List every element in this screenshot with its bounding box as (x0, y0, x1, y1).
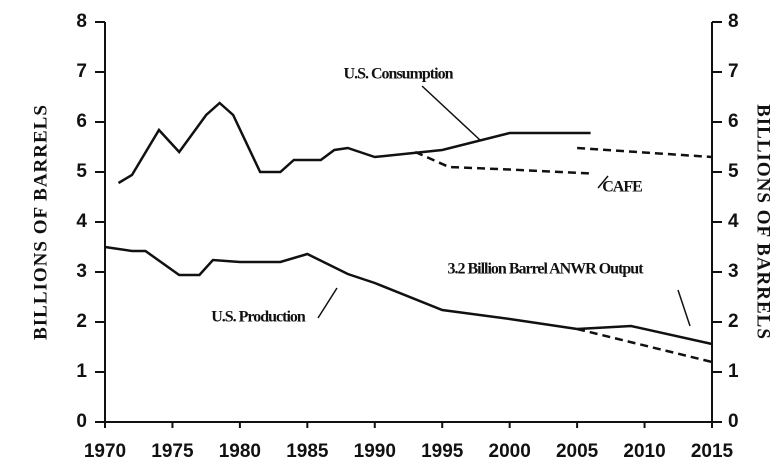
annotation: CAFE (602, 179, 642, 196)
series-line (576, 327, 713, 364)
annotation: 3.2 Billion Barrel ANWR Output (447, 261, 644, 278)
leader-lines (317, 85, 691, 327)
y-tick-label: 7 (76, 61, 87, 82)
x-tick-label: 2015 (691, 441, 734, 462)
series-line (104, 245, 578, 331)
x-tick-label: 1970 (84, 441, 126, 462)
x-tick-label: 1985 (286, 441, 329, 462)
series-line (117, 101, 591, 185)
y-tick-label: 6 (76, 111, 87, 132)
y2-tick-label: 5 (728, 161, 739, 182)
y-tick-label: 2 (76, 311, 87, 332)
y-tick-label: 1 (76, 361, 87, 382)
y2-tick-label: 0 (728, 411, 739, 432)
y-tick-label: 3 (76, 261, 87, 282)
y2-tick-label: 2 (728, 311, 739, 332)
leader-line (317, 287, 338, 319)
y2-tick-label: 7 (728, 61, 739, 82)
series-line (577, 324, 713, 346)
y2-tick-label: 4 (728, 211, 739, 232)
y2-tick-label: 3 (728, 261, 739, 282)
x-tick-label: 1980 (219, 441, 261, 462)
y-tick-label: 0 (76, 411, 87, 432)
series-line (414, 150, 591, 175)
y-tick-label: 5 (76, 161, 87, 182)
y2-axis-label: BILLIONS OF BARRELS (753, 104, 774, 340)
y2-tick-label: 8 (728, 11, 739, 32)
leader-line (677, 289, 691, 327)
annotation: U.S. Production (211, 309, 306, 326)
x-tick-label: 1975 (151, 441, 194, 462)
x-tick-label: 1990 (354, 441, 396, 462)
series-line (577, 146, 713, 159)
x-tick-label: 2005 (556, 441, 599, 462)
x-tick-label: 1995 (421, 441, 464, 462)
leader-line (597, 175, 609, 189)
y-tick-label: 4 (76, 211, 87, 232)
x-tick-label: 2000 (489, 441, 531, 462)
y-axis-label: BILLIONS OF BARRELS (30, 104, 51, 340)
annotation: U.S. Consumption (344, 66, 454, 83)
y2-tick-label: 1 (728, 361, 739, 382)
leader-line (421, 85, 481, 141)
y-tick-label: 8 (76, 11, 87, 32)
y2-tick-label: 6 (728, 111, 739, 132)
x-tick-label: 2010 (623, 441, 665, 462)
